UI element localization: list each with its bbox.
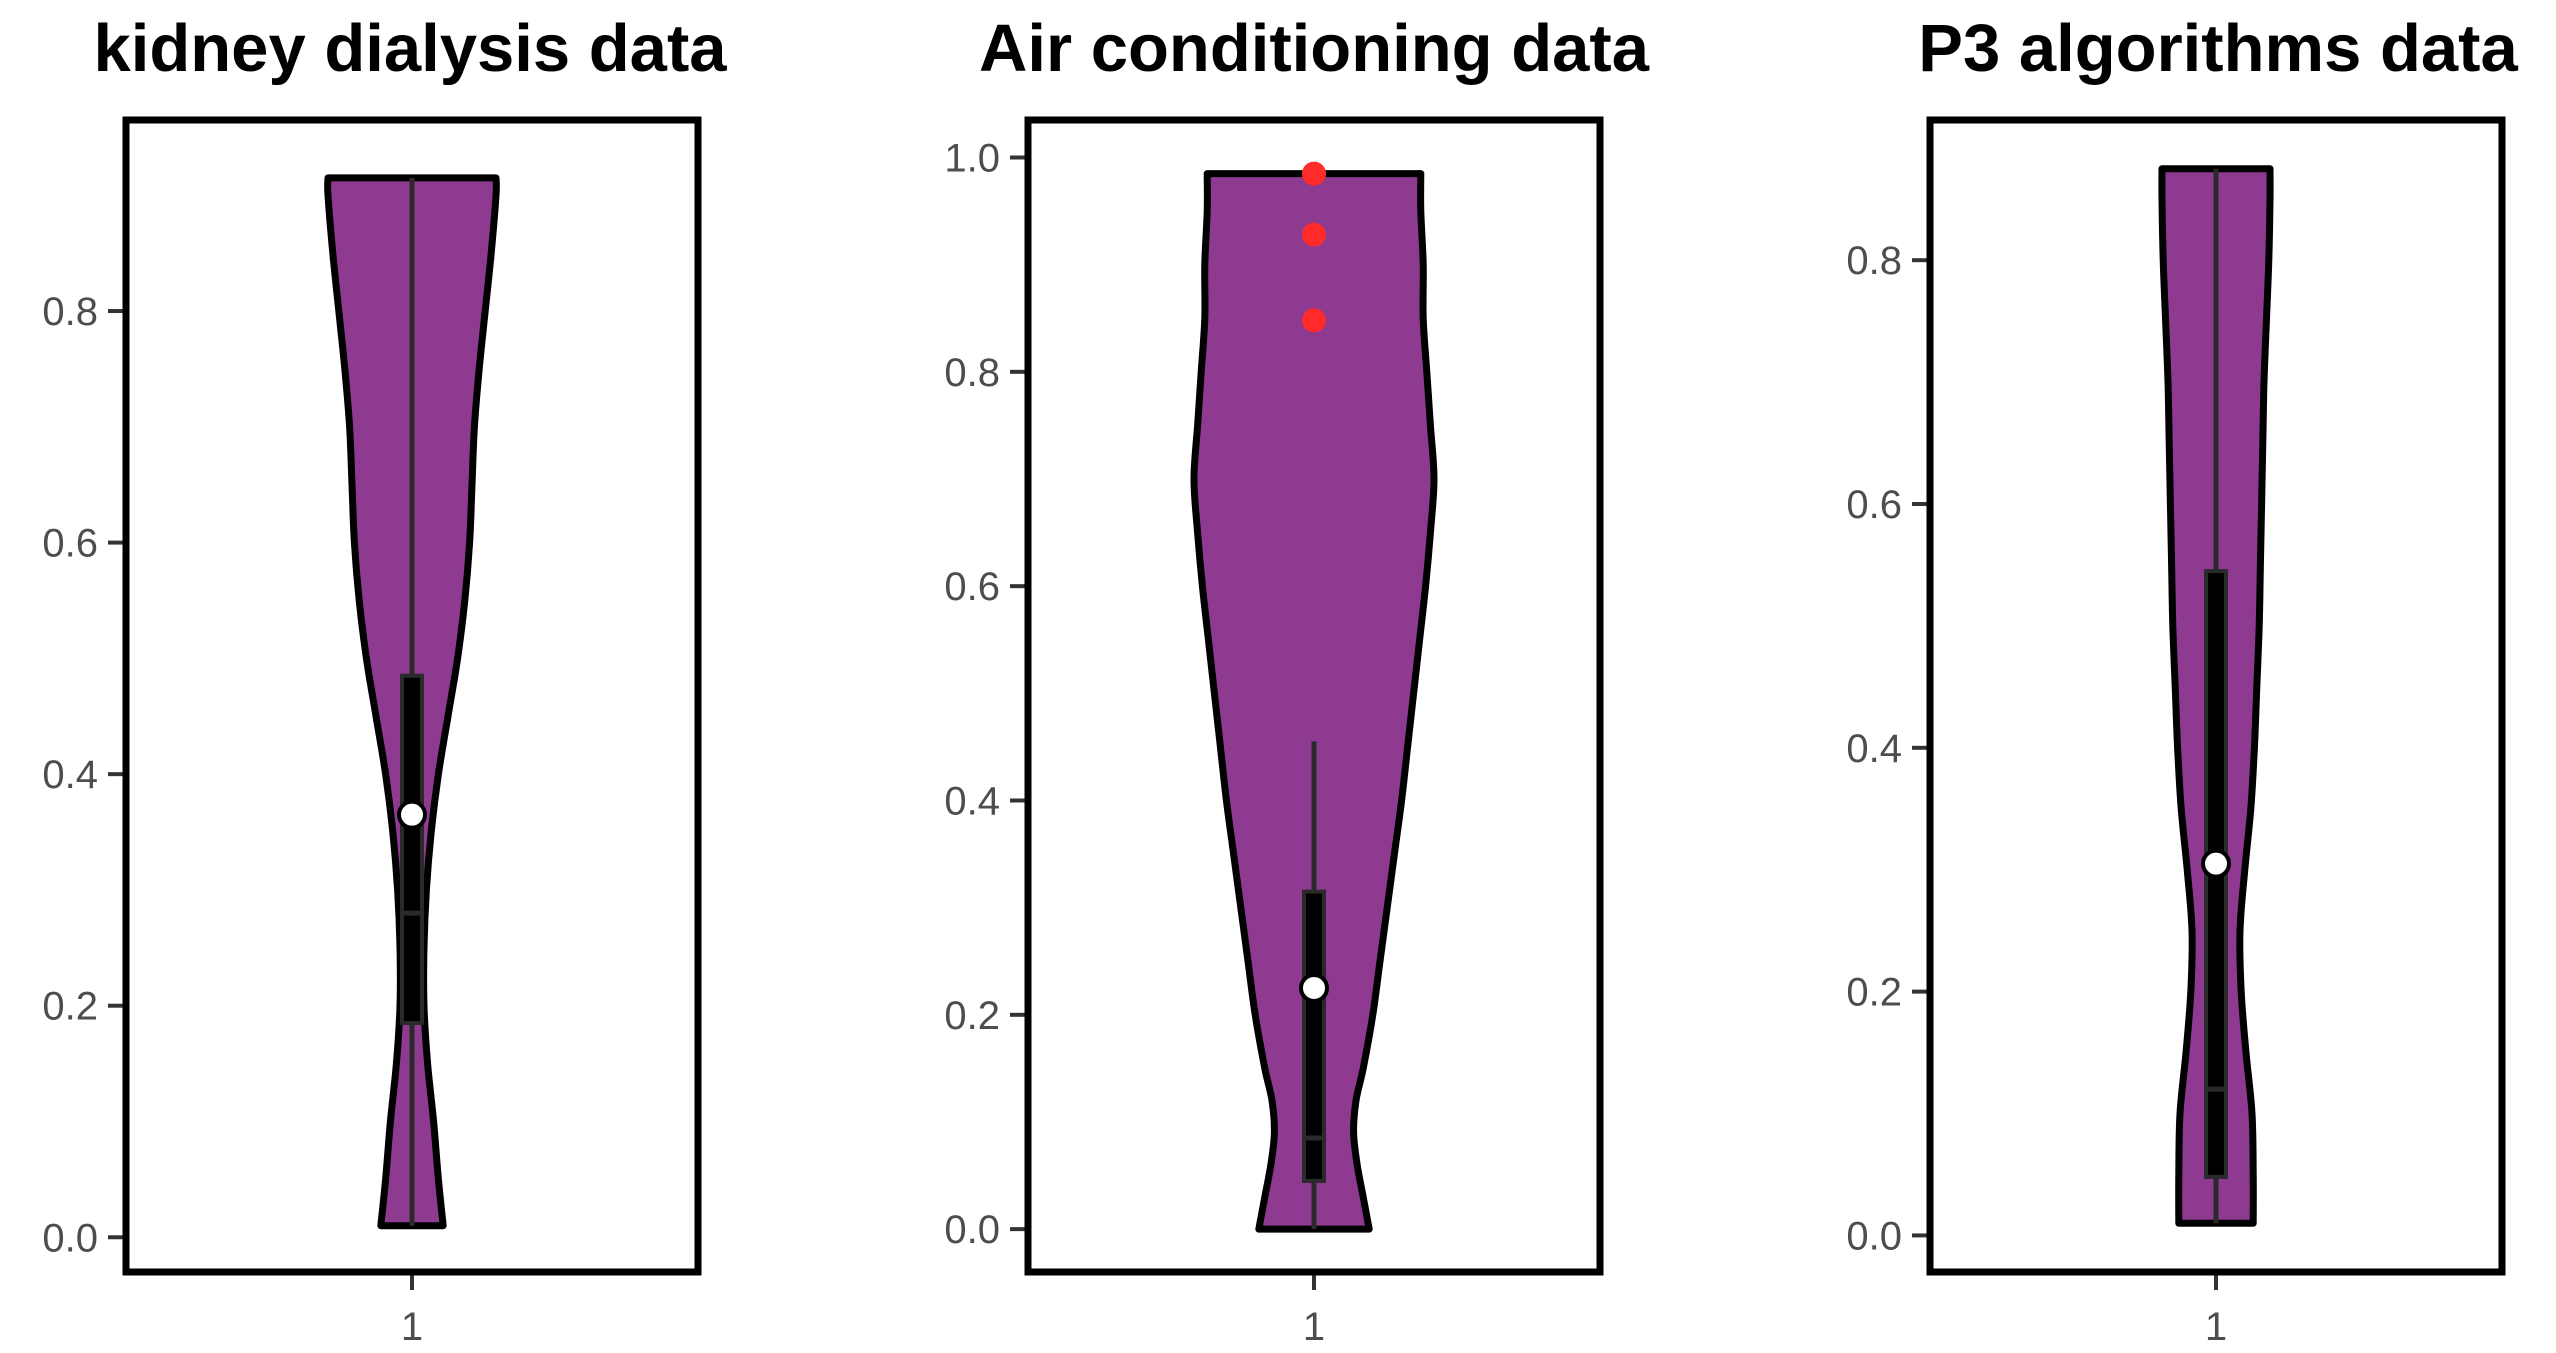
mean-marker <box>397 799 427 830</box>
x-tick-label: 1 <box>1303 1305 1325 1349</box>
iqr-box <box>1302 889 1326 1183</box>
y-tick-label: 0.6 <box>42 522 98 566</box>
iqr-box <box>400 673 424 1026</box>
y-tick-label: 0.2 <box>42 985 98 1029</box>
x-tick-label: 1 <box>2205 1305 2227 1349</box>
y-tick-label: 0.2 <box>1846 971 1902 1015</box>
y-tick-label: 0.6 <box>944 565 1000 609</box>
violin-group <box>324 174 500 1230</box>
y-tick-label: 0.8 <box>944 351 1000 395</box>
plot-frame <box>1024 116 1604 1276</box>
y-axis-ticks: 0.0 0.2 0.4 0.6 0.8 1.0 <box>944 137 1025 1252</box>
panel-title: P3 algorithms data <box>1918 11 2518 86</box>
panel-air-conditioning: Air conditioning data 0.0 0.2 0.4 0.6 0.8 1.0… <box>944 11 1649 1349</box>
panel-p3-algorithms: P3 algorithms data 0.0 0.2 0.4 0.6 0.8 1 <box>1846 11 2518 1349</box>
y-axis-ticks: 0.0 0.2 0.4 0.6 0.8 <box>1846 239 1927 1258</box>
x-axis-ticks: 1 <box>1303 1275 1325 1349</box>
x-axis-ticks: 1 <box>401 1275 423 1349</box>
panel-title: Air conditioning data <box>979 11 1650 86</box>
y-tick-label: 0.0 <box>42 1216 98 1260</box>
outlier-point <box>1302 161 1326 186</box>
y-tick-label: 0.6 <box>1846 483 1902 527</box>
y-tick-label: 0.4 <box>1846 727 1902 771</box>
plot-frame <box>122 116 702 1276</box>
violin-group <box>1190 161 1438 1233</box>
plot-frame <box>1926 116 2506 1276</box>
y-tick-label: 0.0 <box>944 1208 1000 1252</box>
y-tick-label: 0.4 <box>42 753 98 797</box>
panel-title: kidney dialysis data <box>93 11 727 86</box>
outlier-point <box>1302 222 1326 247</box>
y-axis-ticks: 0.0 0.2 0.4 0.6 0.8 <box>42 290 123 1260</box>
violin-body <box>1190 170 1438 1233</box>
y-tick-label: 0.8 <box>42 290 98 334</box>
mean-marker <box>2201 848 2231 879</box>
x-axis-ticks: 1 <box>2205 1275 2227 1349</box>
violin-group <box>2158 165 2274 1227</box>
panel-kidney-dialysis: kidney dialysis data 0.0 0.2 0.4 0.6 0.8 1 <box>42 11 727 1349</box>
y-tick-label: 0.2 <box>944 994 1000 1038</box>
y-tick-label: 0.8 <box>1846 239 1902 283</box>
y-tick-label: 1.0 <box>944 137 1000 181</box>
y-tick-label: 0.0 <box>1846 1214 1902 1258</box>
outlier-point <box>1302 308 1326 333</box>
mean-marker <box>1299 973 1329 1004</box>
x-tick-label: 1 <box>401 1305 423 1349</box>
y-tick-label: 0.4 <box>944 779 1000 823</box>
